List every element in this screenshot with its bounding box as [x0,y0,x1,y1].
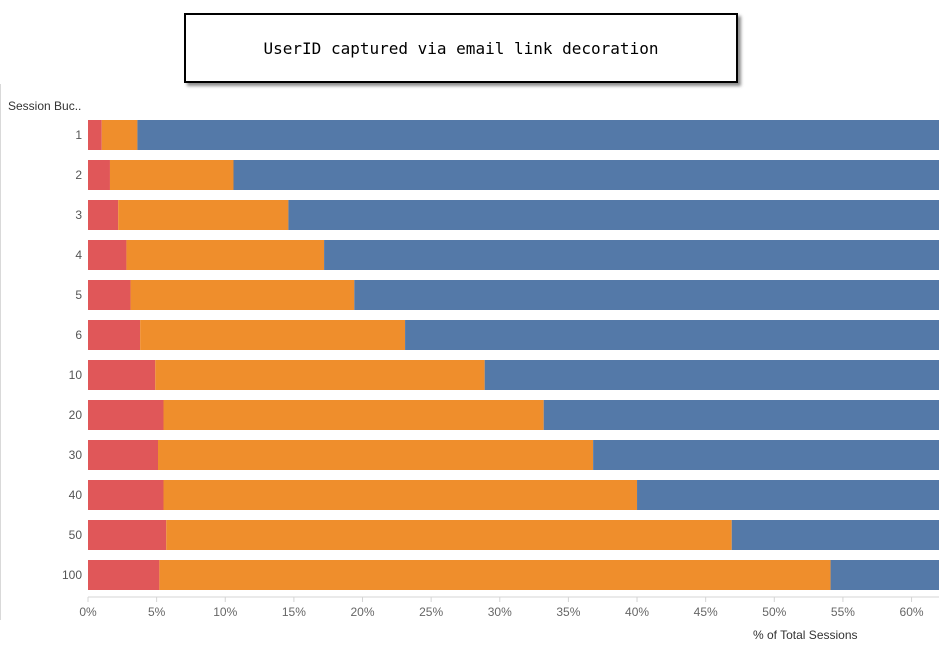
bar-segment-1-0[interactable] [88,120,102,150]
bar-segment-100-1[interactable] [159,560,831,590]
bar-segment-20-1[interactable] [163,400,544,430]
x-tick-label: 10% [213,605,237,619]
x-tick-label: 55% [831,605,855,619]
x-tick-label: 20% [351,605,375,619]
x-tick-label: 25% [419,605,443,619]
bar-segment-20-0[interactable] [88,400,164,430]
bar-segment-40-1[interactable] [163,480,638,510]
chart-title-box: UserID captured via email link decoratio… [184,13,738,83]
left-divider [0,84,1,620]
category-label-20: 20 [69,408,83,422]
category-label-10: 10 [69,368,83,382]
category-label-1: 1 [75,128,82,142]
bar-segment-4-0[interactable] [88,240,127,270]
bar-segment-6-2[interactable] [405,320,939,350]
x-tick-label: 5% [148,605,166,619]
category-label-100: 100 [62,568,82,582]
bar-segment-40-2[interactable] [637,480,939,510]
x-tick-label: 35% [556,605,580,619]
category-label-40: 40 [69,488,83,502]
bar-segment-100-0[interactable] [88,560,160,590]
x-tick-label: 0% [79,605,97,619]
x-tick-label: 15% [282,605,306,619]
category-label-30: 30 [69,448,83,462]
x-tick-label: 45% [694,605,718,619]
category-label-4: 4 [75,248,82,262]
category-label-6: 6 [75,328,82,342]
bar-segment-100-2[interactable] [830,560,939,590]
bar-segment-6-0[interactable] [88,320,141,350]
category-label-3: 3 [75,208,82,222]
bar-segment-3-1[interactable] [118,200,289,230]
x-tick-label: 40% [625,605,649,619]
bar-segment-1-2[interactable] [137,120,939,150]
bar-segment-6-1[interactable] [140,320,406,350]
bar-segment-2-2[interactable] [233,160,939,190]
x-axis-title: % of Total Sessions [753,628,858,642]
chart-title: UserID captured via email link decoratio… [263,38,659,58]
bar-segment-10-2[interactable] [484,360,939,390]
bar-segment-10-0[interactable] [88,360,156,390]
category-label-2: 2 [75,168,82,182]
bar-segment-3-0[interactable] [88,200,119,230]
category-label-50: 50 [69,528,83,542]
bar-segment-20-2[interactable] [543,400,939,430]
x-tick-label: 60% [900,605,924,619]
bar-segment-30-2[interactable] [593,440,939,470]
bar-segment-10-1[interactable] [155,360,485,390]
bar-segment-5-2[interactable] [354,280,939,310]
bar-segment-5-0[interactable] [88,280,131,310]
bar-segment-5-1[interactable] [130,280,355,310]
x-tick-label: 30% [488,605,512,619]
bar-segment-50-1[interactable] [166,520,732,550]
bar-segment-4-2[interactable] [324,240,939,270]
bar-segment-4-1[interactable] [126,240,325,270]
bar-segment-30-1[interactable] [158,440,594,470]
bar-segment-50-2[interactable] [731,520,939,550]
bar-segment-1-1[interactable] [101,120,138,150]
bar-segment-30-0[interactable] [88,440,159,470]
y-axis-header: Session Buc.. [8,99,82,113]
bar-segment-2-0[interactable] [88,160,110,190]
bar-segment-40-0[interactable] [88,480,164,510]
bar-segment-2-1[interactable] [109,160,234,190]
category-label-5: 5 [75,288,82,302]
bar-segment-3-2[interactable] [288,200,939,230]
bar-segment-50-0[interactable] [88,520,167,550]
x-tick-label: 50% [762,605,786,619]
